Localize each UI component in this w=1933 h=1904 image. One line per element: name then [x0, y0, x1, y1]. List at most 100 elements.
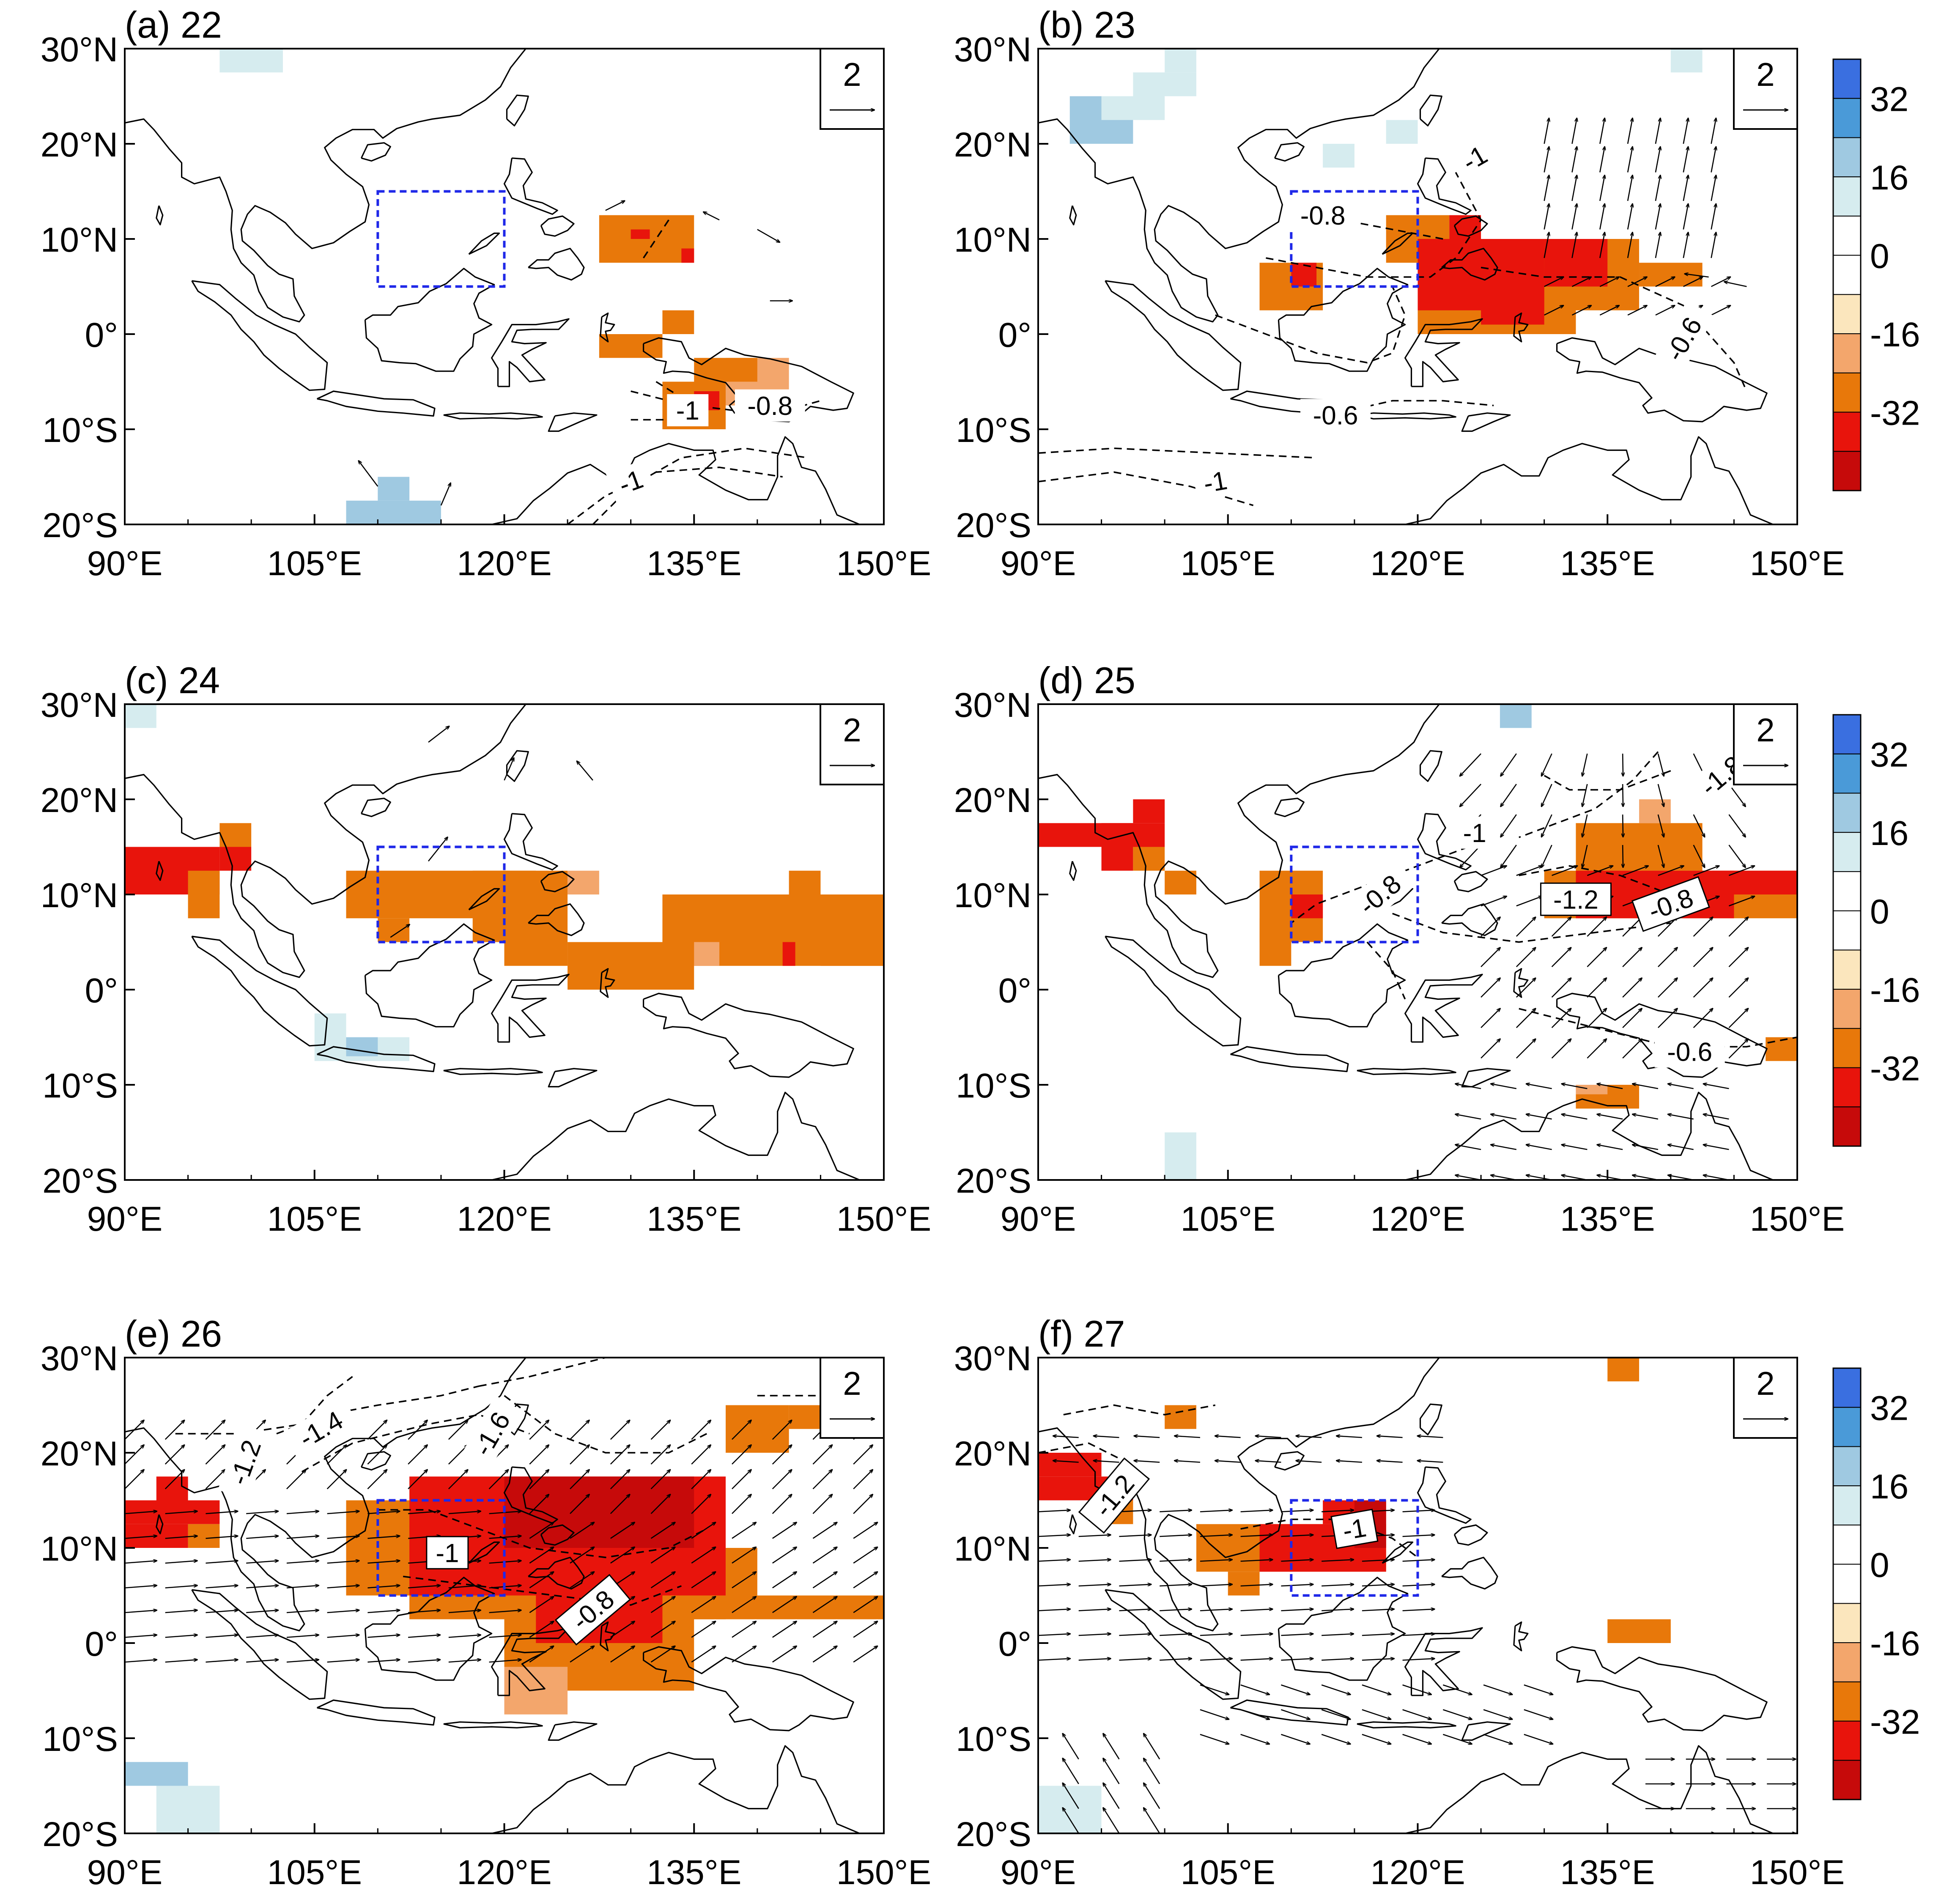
wind-vector [1599, 232, 1604, 258]
wind-vector [1119, 1609, 1151, 1611]
reference-vector-label: 2 [843, 56, 861, 93]
coastline [125, 704, 526, 978]
coastline [1382, 1541, 1414, 1564]
wind-vector [772, 1445, 792, 1465]
map-area [125, 704, 884, 1180]
colorbar-swatch [1833, 1106, 1861, 1147]
contour-label-text: -0.6 [1667, 1037, 1712, 1067]
wind-vector [1571, 175, 1577, 201]
lat-tick-label: 20°S [956, 1815, 1031, 1854]
wind-vector [650, 1597, 675, 1613]
wind-vector [1711, 175, 1716, 201]
wind-vector [1455, 1084, 1481, 1089]
wind-vector [326, 1445, 347, 1465]
reference-vector-frame [1733, 703, 1798, 785]
lon-tick-label: 105°E [1181, 544, 1275, 583]
colorbar-frame [1832, 58, 1862, 491]
wind-vector [1655, 204, 1660, 230]
wind-vector [529, 1523, 554, 1539]
anomaly-cell [789, 870, 821, 894]
coastline [1069, 1514, 1077, 1534]
wind-vector [812, 1572, 837, 1588]
panel-title: (a) 22 [125, 4, 222, 46]
wind-vector [1094, 1461, 1119, 1463]
coastline [156, 861, 164, 881]
colorbar-swatch [1833, 1603, 1861, 1643]
wind-vector [1321, 1684, 1350, 1695]
wind-vector [1460, 784, 1482, 807]
lon-tick-label: 150°E [1750, 1853, 1845, 1892]
coastline [360, 142, 391, 162]
coastline [1441, 903, 1498, 936]
wind-vector [1143, 1734, 1160, 1760]
wind-vector [1500, 845, 1517, 867]
reference-vector-frame [820, 1357, 885, 1439]
wind-vector [1200, 1510, 1232, 1512]
anomaly-cell [504, 942, 568, 966]
wind-vector [448, 1470, 468, 1490]
wind-vector [1322, 1634, 1354, 1636]
wind-vector [1481, 1039, 1500, 1059]
lat-tick-label: 10°N [41, 1530, 118, 1568]
coastline [468, 1541, 500, 1564]
wind-vector [1632, 1084, 1659, 1089]
wind-vector [1143, 1808, 1160, 1833]
lon-tick-label: 105°E [1181, 1200, 1275, 1238]
wind-vector [772, 1547, 797, 1564]
wind-vector [1038, 1584, 1070, 1587]
wind-vector [812, 1445, 832, 1465]
wind-vector [570, 1494, 589, 1514]
wind-vector [1632, 1145, 1659, 1150]
lon-tick-label: 150°E [836, 1853, 931, 1892]
wind-vector [206, 1536, 238, 1539]
wind-vector [529, 1494, 549, 1514]
wind-vector [1627, 175, 1632, 201]
coastline [548, 412, 598, 432]
wind-vector [165, 1511, 197, 1514]
lon-tick-label: 135°E [1560, 1853, 1655, 1892]
wind-vector [1627, 277, 1647, 287]
anomaly-cell [1607, 1619, 1671, 1643]
wind-vector [812, 1621, 837, 1638]
coastline [1453, 1524, 1488, 1546]
wind-vector [1571, 204, 1577, 230]
wind-vector [1526, 1114, 1552, 1120]
wind-vector [448, 1586, 481, 1588]
coastline [528, 1556, 585, 1590]
wind-vector [1599, 277, 1619, 287]
colorbar-swatch [1833, 333, 1861, 373]
wind-vector [1038, 1510, 1070, 1512]
coastline [443, 1068, 543, 1075]
wind-vector [1724, 282, 1747, 287]
wind-vector [610, 1470, 630, 1490]
wind-vector [1281, 1634, 1313, 1636]
wind-vector [1703, 1114, 1729, 1120]
contour-label: -1 [1330, 1509, 1379, 1549]
anomaly-cell [1670, 49, 1703, 73]
wind-vector [1622, 1039, 1642, 1059]
wind-vector [1240, 1584, 1273, 1587]
wind-vector [853, 1621, 877, 1638]
anomaly-cell [568, 870, 599, 894]
contour-label-text: -1.2 [224, 1436, 267, 1489]
contour-label-text: -1 [1341, 1513, 1368, 1546]
contour-label: -0.6 [1652, 300, 1715, 378]
coastline [1461, 1721, 1511, 1741]
wind-vector [529, 1470, 549, 1490]
map-area: -1 -0.8 -1 [125, 49, 861, 524]
wind-vector [1668, 1145, 1694, 1150]
wind-vector [367, 1660, 400, 1663]
wind-vector [1728, 896, 1755, 907]
wind-vector [367, 1561, 400, 1564]
map-panel-c: 2 30°N 20°N 10°N 0° 10°S 20°S90°E 105°E 120°E 135… [41, 659, 931, 1238]
coastline [1038, 1358, 1440, 1632]
lon-tick-label: 90°E [1001, 544, 1076, 583]
coastline [1441, 247, 1498, 281]
wind-vector [1597, 1114, 1623, 1120]
contour-label-box [1330, 1509, 1379, 1549]
lon-tick-label: 120°E [457, 1200, 551, 1238]
wind-vector [1038, 1659, 1070, 1661]
wind-vector [772, 1494, 792, 1514]
colorbar-swatch [1833, 714, 1861, 754]
coastline [1357, 412, 1456, 420]
